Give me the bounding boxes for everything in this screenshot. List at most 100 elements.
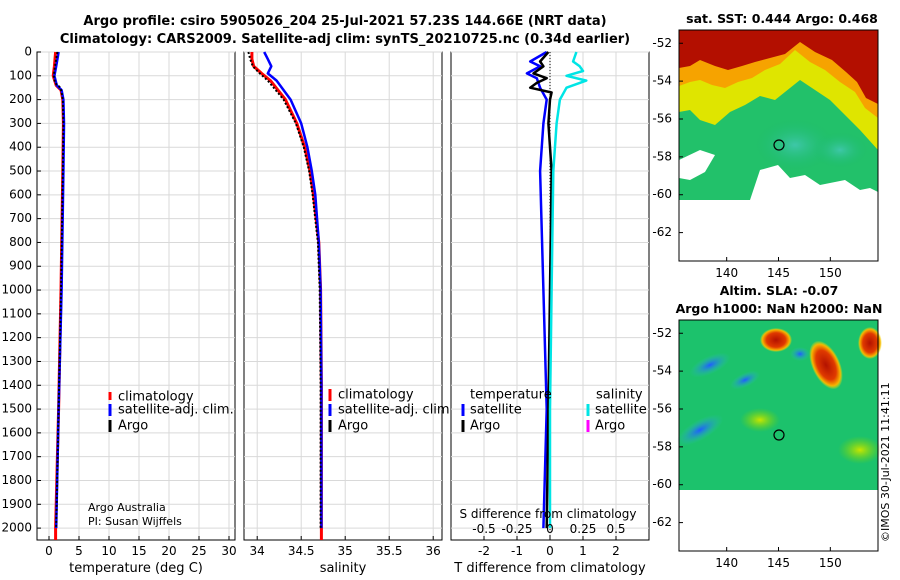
x-tick-label: 34.5 — [288, 544, 315, 558]
s-tick-label: 0 — [546, 522, 554, 536]
sst-no-data — [679, 200, 878, 261]
sst-missing-data — [750, 165, 878, 200]
lat-tick-label: -60 — [652, 187, 672, 201]
depth-tick-label: 800 — [9, 235, 32, 249]
depth-tick-label: 1000 — [1, 283, 32, 297]
credit-line-1: Argo Australia — [88, 501, 166, 514]
s-tick-label: 0.5 — [606, 522, 625, 536]
lon-tick-label: 150 — [819, 556, 842, 570]
x-tick-label: 36 — [426, 544, 441, 558]
depth-tick-label: 2000 — [1, 521, 32, 535]
x-tick-label: 35.5 — [376, 544, 403, 558]
lon-tick-label: 140 — [715, 556, 738, 570]
s-tick-label: 0.25 — [570, 522, 597, 536]
legend-climatology-label: climatology — [118, 390, 194, 405]
x-tick-label: -2 — [478, 544, 490, 558]
lat-tick-label: -52 — [652, 326, 672, 340]
temperature-panel: 0 5 10 15 20 25 30 0 100 200 300 400 500 600 700 800 90… — [1, 45, 236, 577]
lat-tick-label: -58 — [652, 149, 672, 163]
x-tick-label: 30 — [221, 544, 236, 558]
x-tick-label: 1 — [579, 544, 587, 558]
sst-cool-patch — [812, 132, 868, 168]
temperature-axes-box — [36, 51, 236, 541]
x-tick-label: -1 — [511, 544, 523, 558]
depth-tick-label: 1700 — [1, 449, 32, 463]
sal-legend-climatology-label: climatology — [338, 388, 414, 403]
lon-tick-label: 145 — [767, 266, 790, 280]
sal-legend-satellite-label: satellite-adj. clim. — [338, 403, 454, 418]
sst-map-panel: -52 -54 -56 -58 -60 -62 140 145 150 — [652, 29, 879, 280]
depth-tick-label: 700 — [9, 211, 32, 225]
sst-hot-region — [679, 30, 878, 104]
lon-tick-label: 140 — [715, 266, 738, 280]
x-tick-label: 0 — [546, 544, 554, 558]
lat-tick-label: -58 — [652, 439, 672, 453]
depth-tick-label: 1900 — [1, 497, 32, 511]
x-tick-label: 0 — [45, 544, 53, 558]
sla-positive-patch — [838, 436, 882, 464]
depth-tick-label: 1100 — [1, 306, 32, 320]
x-tick-label: 20 — [161, 544, 176, 558]
sla-high-anomaly — [858, 327, 882, 359]
s-tick-label: -0.5 — [472, 522, 495, 536]
lat-tick-label: -56 — [652, 401, 672, 415]
sla-high-anomaly — [760, 328, 792, 352]
x-tick-label: 10 — [101, 544, 116, 558]
series-line-s-satellite — [548, 51, 588, 529]
sla-no-data — [679, 490, 878, 551]
title-line-1: Argo profile: csiro 5905026_204 25-Jul-2… — [83, 14, 607, 29]
sla-low-anomaly — [790, 347, 810, 361]
sla-map-title-line-1: Altim. SLA: -0.07 — [720, 283, 839, 298]
depth-tick-label: 1800 — [1, 473, 32, 487]
imos-watermark: ©IMOS 30-Jul-2021 11:41:11 — [879, 382, 892, 542]
series-line-t-satellite — [525, 50, 548, 529]
sla-low-anomaly — [676, 414, 724, 446]
sal-legend-argo-label: Argo — [338, 419, 368, 434]
temperature-xlabel: temperature (deg C) — [69, 561, 203, 576]
lat-tick-label: -56 — [652, 111, 672, 125]
title-line-2: Climatology: CARS2009. Satellite-adj cli… — [59, 32, 631, 47]
x-tick-label: 25 — [191, 544, 206, 558]
series-line-argo — [247, 51, 322, 529]
sla-map-title-line-2: Argo h1000: NaN h2000: NaN — [676, 301, 883, 316]
series-line-argo — [52, 51, 65, 529]
depth-tick-label: 600 — [9, 187, 32, 201]
depth-tick-label: 100 — [9, 68, 32, 82]
diff-legend-s-argo-label: Argo — [595, 419, 625, 434]
credit-line-2: PI: Susan Wijffels — [88, 515, 182, 528]
diff-legend-s-satellite-label: satellite — [595, 403, 647, 418]
difference-s-xlabel: S difference from climatology — [460, 507, 637, 521]
depth-tick-label: 1300 — [1, 354, 32, 368]
depth-tick-label: 200 — [9, 92, 32, 106]
depth-tick-label: 500 — [9, 164, 32, 178]
lat-tick-label: -54 — [652, 364, 672, 378]
sla-low-anomaly — [730, 370, 760, 390]
depth-tick-label: 1200 — [1, 330, 32, 344]
depth-tick-label: 300 — [9, 116, 32, 130]
lat-tick-label: -62 — [652, 515, 672, 529]
lon-tick-label: 145 — [767, 556, 790, 570]
legend-argo-label: Argo — [118, 419, 148, 434]
sst-map-title: sat. SST: 0.444 Argo: 0.468 — [686, 11, 878, 26]
sla-map-panel: -52 -54 -56 -58 -60 -62 140 145 150 — [652, 319, 882, 570]
difference-panel: -2 -1 0 1 2 T difference from climatology S … — [450, 50, 650, 576]
s-tick-label: -0.25 — [501, 522, 532, 536]
salinity-axes-box — [243, 51, 443, 541]
sla-high-anomaly — [809, 340, 843, 390]
x-tick-label: 2 — [612, 544, 620, 558]
legend-satellite-label: satellite-adj. clim. — [118, 403, 234, 418]
salinity-panel: 34 34.5 35 35.5 36 salinity climatology sate… — [243, 51, 454, 576]
salinity-xlabel: salinity — [320, 561, 367, 576]
depth-tick-label: 1500 — [1, 402, 32, 416]
legend-temperature-title: temperature — [470, 388, 552, 403]
sla-argo-position-marker — [773, 429, 785, 441]
diff-legend-t-satellite-label: satellite — [470, 403, 522, 418]
sla-low-anomaly — [689, 352, 731, 378]
lat-tick-label: -62 — [652, 225, 672, 239]
x-tick-label: 35 — [338, 544, 353, 558]
depth-tick-label: 400 — [9, 140, 32, 154]
depth-tick-label: 900 — [9, 259, 32, 273]
lat-tick-label: -54 — [652, 74, 672, 88]
x-tick-label: 15 — [131, 544, 146, 558]
